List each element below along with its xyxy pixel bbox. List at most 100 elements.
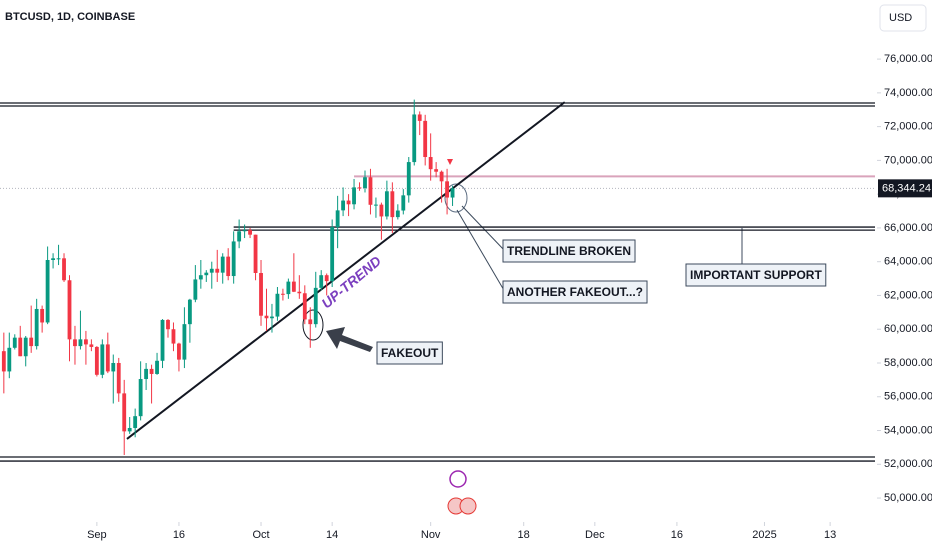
candle-body <box>7 347 12 372</box>
connector <box>461 205 506 252</box>
candle-body <box>231 241 236 277</box>
x-tick-label: Dec <box>585 529 605 541</box>
candle-body <box>45 260 50 323</box>
x-tick-label: 18 <box>518 529 530 541</box>
event-icon[interactable] <box>449 470 467 488</box>
x-tick-label: Sep <box>87 529 107 541</box>
candle-body <box>412 114 417 163</box>
candle-body <box>51 258 55 260</box>
signal-marker <box>447 159 453 165</box>
candle-body <box>297 291 302 294</box>
candle-body <box>204 272 209 276</box>
candle-body <box>302 293 307 320</box>
candle-body <box>330 227 335 282</box>
x-tick-label: 16 <box>173 529 185 541</box>
candle-body <box>111 362 116 372</box>
candle-body <box>264 315 269 319</box>
candle-body <box>12 337 17 348</box>
y-tick-label: 64,000.00 <box>884 256 932 268</box>
y-tick-label: 66,000.00 <box>884 222 932 234</box>
x-tick-label: 14 <box>326 529 338 541</box>
candle-body <box>23 337 28 357</box>
candle-body <box>450 188 455 198</box>
candle-body <box>368 177 373 205</box>
fakeout-circle <box>302 309 324 341</box>
annotation-box <box>685 263 827 287</box>
candle-body <box>434 169 439 172</box>
candle-body <box>379 204 384 217</box>
candle-body <box>363 177 367 189</box>
event-icon[interactable] <box>459 497 477 515</box>
candle-body <box>155 360 159 374</box>
candle-body <box>83 339 88 345</box>
y-tick-label: 50,000.00 <box>884 492 932 504</box>
candle-body <box>18 337 23 357</box>
y-tick-label: 56,000.00 <box>884 391 932 403</box>
trendline <box>126 101 566 440</box>
annotation-box <box>502 239 636 263</box>
candle-body <box>220 256 225 273</box>
chart-title: BTCUSD, 1D, COINBASE <box>5 11 135 23</box>
candle-body <box>313 287 318 325</box>
trend-label: UP-TREND <box>318 253 384 312</box>
x-tick-label: 13 <box>824 529 836 541</box>
last-price-label: 68,344.24 <box>882 182 931 194</box>
annotation-box <box>502 280 648 304</box>
candle-body <box>384 191 389 217</box>
candle-body <box>73 339 77 347</box>
annotation-box <box>376 341 443 365</box>
candle-body <box>105 344 110 372</box>
candle-body <box>417 114 422 121</box>
candle-body <box>56 258 61 260</box>
x-tick-label: 2025 <box>752 529 776 541</box>
y-tick-label: 76,000.00 <box>884 53 932 65</box>
candle-body <box>324 275 329 282</box>
candle-body <box>62 258 66 281</box>
candle-body <box>149 368 154 374</box>
candle-body <box>127 427 132 432</box>
candle-body <box>406 162 411 196</box>
y-tick-label: 58,000.00 <box>884 357 932 369</box>
candle-body <box>253 234 258 273</box>
candle-body <box>242 230 247 232</box>
candle-body <box>138 379 143 417</box>
y-tick-label: 62,000.00 <box>884 289 932 301</box>
x-tick-label: Nov <box>421 529 441 541</box>
candle-body <box>144 368 149 380</box>
last-price-box <box>878 179 932 198</box>
candle-body <box>270 316 274 319</box>
currency[interactable]: USD <box>889 12 912 24</box>
candle-body <box>160 319 165 361</box>
candle-body <box>133 416 138 428</box>
candle-body <box>335 210 340 228</box>
candle-body <box>177 343 181 360</box>
candle-body <box>198 275 203 280</box>
candle-body <box>280 293 285 295</box>
candle-body <box>374 204 378 206</box>
annotation-text: FAKEOUT <box>381 346 439 360</box>
y-tick-label: 72,000.00 <box>884 121 932 133</box>
candle-body <box>275 293 280 317</box>
candle-body <box>166 319 170 330</box>
candle-body <box>67 280 72 340</box>
candle-body <box>401 195 406 211</box>
candle-body <box>352 187 356 205</box>
annotation-text: TRENDLINE BROKEN <box>507 244 631 258</box>
y-tick-label: 70,000.00 <box>884 154 932 166</box>
candle-body <box>193 279 198 300</box>
candle-body <box>116 362 121 394</box>
candle-body <box>226 256 231 277</box>
candle-body <box>29 337 34 347</box>
candle-body <box>423 120 428 158</box>
x-tick-label: Oct <box>252 529 269 541</box>
y-tick-label: 54,000.00 <box>884 424 932 436</box>
candle-body <box>395 210 400 218</box>
candle-body <box>445 181 449 198</box>
candle-body <box>122 393 127 432</box>
candle-body <box>248 230 252 235</box>
candle-body <box>346 200 351 205</box>
candle-body <box>94 346 99 375</box>
candle-body <box>319 275 324 288</box>
currency-box[interactable] <box>879 4 927 32</box>
candle-body <box>209 268 214 273</box>
